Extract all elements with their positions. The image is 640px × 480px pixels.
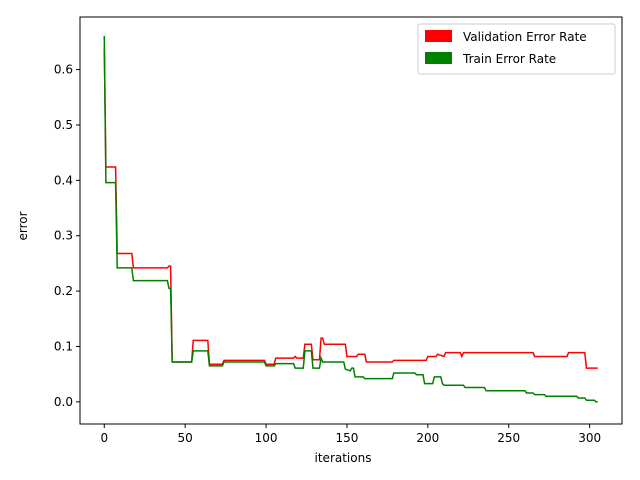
x-tick-label: 200 — [416, 431, 439, 445]
plot-area: 0 50 100 150 200 250 300 0.0 0.1 0.2 0.3 0.4 0.5 0.6 — [54, 16, 623, 445]
y-tick-label: 0.5 — [54, 118, 73, 132]
y-tick-label: 0.2 — [54, 284, 73, 298]
y-tick-label: 0.3 — [54, 229, 73, 243]
x-tick-label: 250 — [497, 431, 520, 445]
x-tick-label: 50 — [178, 431, 193, 445]
legend-label-validation: Validation Error Rate — [463, 30, 587, 44]
x-tick-label: 0 — [100, 431, 108, 445]
x-tick-label: 150 — [336, 431, 359, 445]
legend-frame — [417, 23, 616, 75]
x-tick-label: 100 — [255, 431, 278, 445]
series-line-validation — [103, 47, 598, 369]
x-axis-label: iterations — [315, 451, 372, 465]
y-tick-label: 0.6 — [54, 63, 73, 77]
legend-swatch-train — [425, 52, 452, 64]
x-axis-ticks: 0 50 100 150 200 250 300 — [100, 424, 601, 445]
y-tick-label: 0.4 — [54, 173, 73, 187]
y-axis-ticks: 0.0 0.1 0.2 0.3 0.4 0.5 0.6 — [54, 63, 80, 409]
series-line-train — [103, 35, 598, 403]
legend: Validation Error Rate Train Error Rate — [417, 23, 616, 75]
y-axis-label: error — [16, 211, 30, 240]
axes-frame — [79, 16, 623, 425]
y-tick-label: 0.1 — [54, 339, 73, 353]
x-tick-label: 300 — [578, 431, 601, 445]
series-layer — [103, 35, 598, 403]
legend-swatch-validation — [425, 30, 452, 42]
legend-label-train: Train Error Rate — [462, 52, 556, 66]
y-tick-label: 0.0 — [54, 395, 73, 409]
